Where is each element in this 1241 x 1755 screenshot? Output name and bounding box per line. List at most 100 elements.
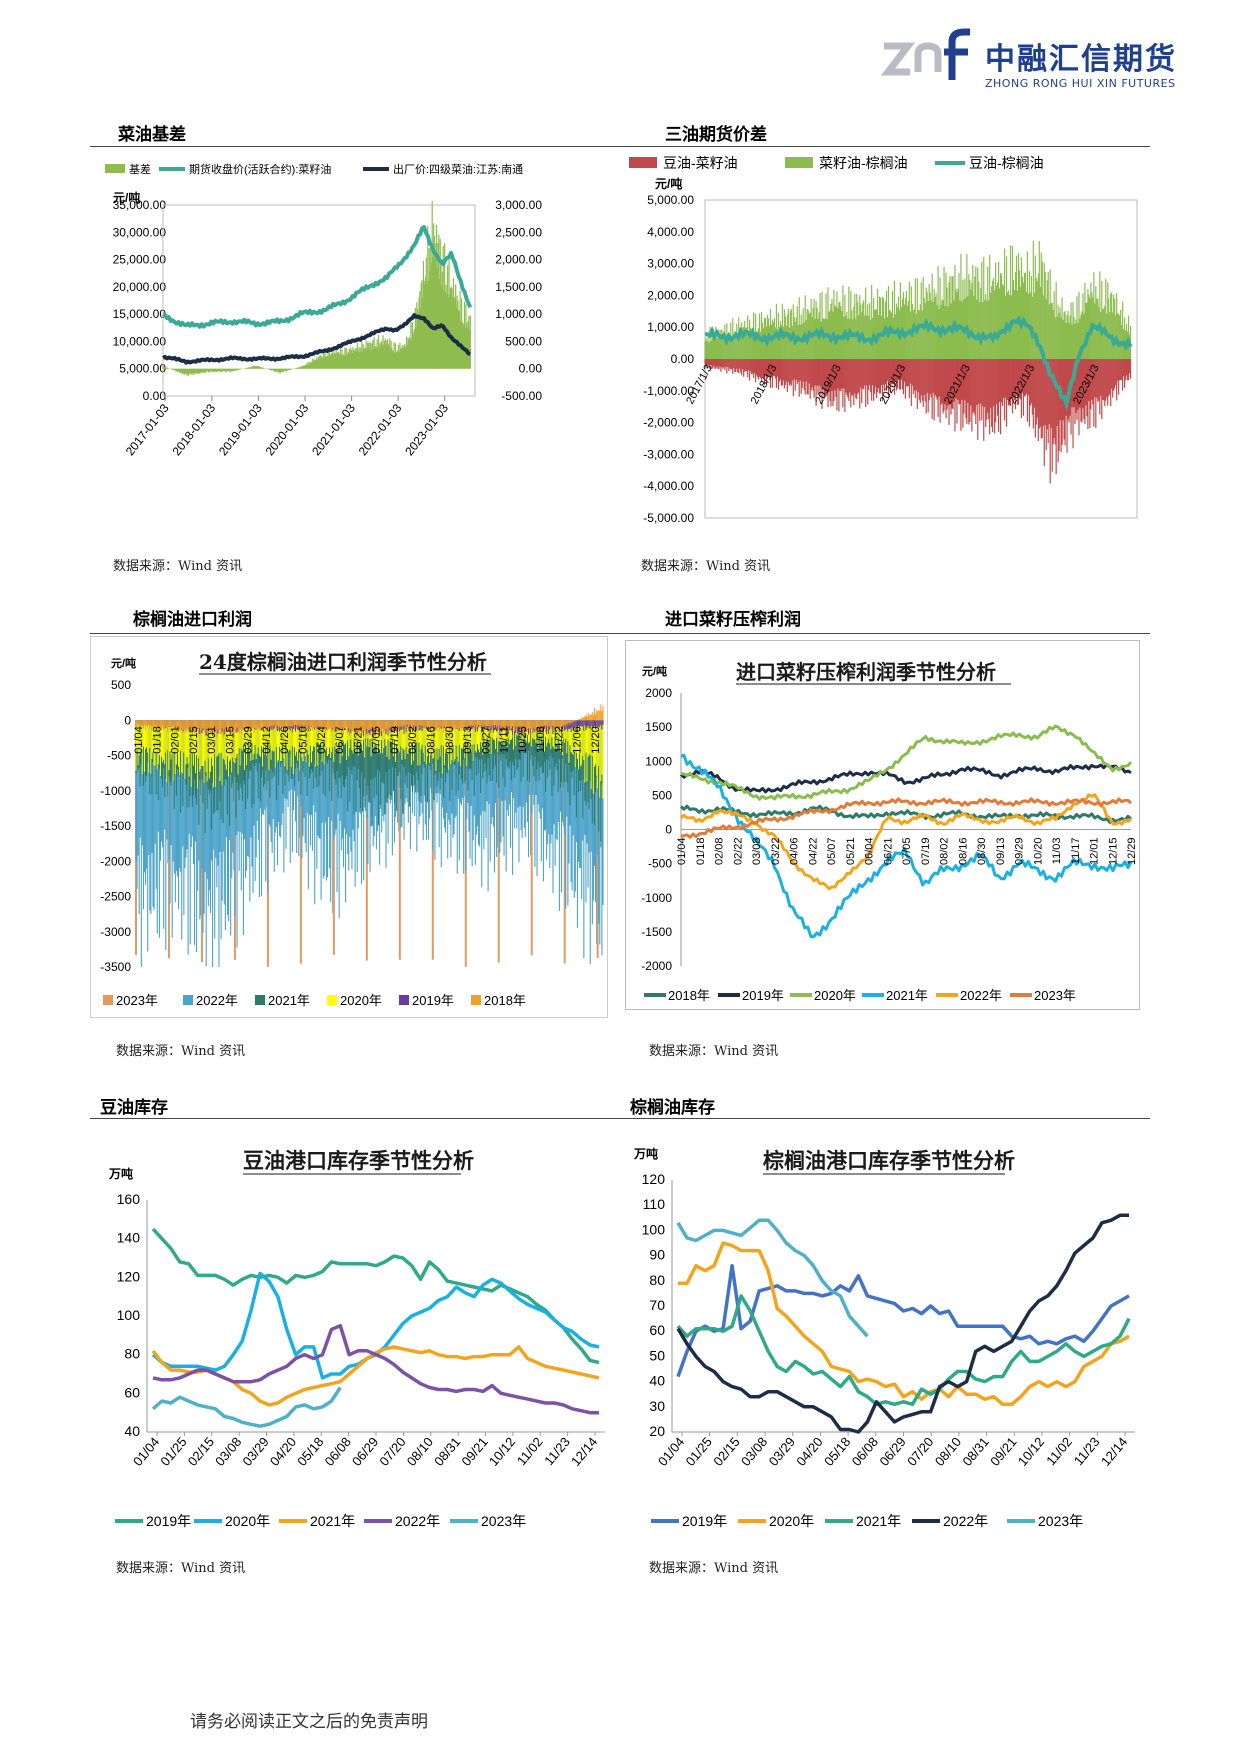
y-tick-label: 2000 (645, 686, 672, 700)
y-tick-label: 2,000.00 (647, 288, 694, 302)
data-source-note: 数据来源：Wind 资讯 (116, 1561, 246, 1576)
section-divider (90, 633, 620, 634)
y-axis-unit: 元/吨 (113, 190, 140, 205)
x-tick-label: 04/06 (789, 838, 801, 866)
legend-label: 2022年 (960, 988, 1002, 1003)
legend-label: 2020年 (340, 993, 382, 1008)
x-tick-label: 11/02 (1043, 1434, 1075, 1468)
x-tick-label: 08/30 (444, 726, 456, 754)
disclaimer-footer: 请务必阅读正文之后的免责声明 (190, 1712, 428, 1732)
y-tick-label: 35,000.00 (113, 198, 167, 212)
x-tick-label: 02/01 (170, 726, 182, 754)
series-line (679, 762, 1132, 794)
y-tick-label: -500.00 (501, 389, 542, 403)
series-line (152, 1323, 599, 1415)
y-tick-label: 4,000.00 (647, 225, 694, 239)
y-axis-unit: 元/吨 (655, 176, 682, 191)
y-tick-label: 500.00 (505, 334, 542, 348)
legend-label: 2020年 (814, 988, 856, 1003)
section-title-palm-import-profit: 棕榈油进口利润 (133, 610, 252, 630)
x-tick-label: 04/22 (807, 838, 819, 866)
x-tick-label: 09/13 (462, 726, 474, 754)
x-tick-label: 02/22 (732, 838, 744, 866)
y-tick-label: 0.00 (143, 389, 167, 403)
x-tick-label: 01/04 (676, 838, 688, 866)
x-tick-label: 04/26 (279, 726, 291, 754)
series-line (676, 1213, 1129, 1434)
legend-label: 2020年 (769, 1513, 814, 1529)
x-tick-label: 2023-01-03 (402, 401, 451, 458)
y-tick-label: 60 (124, 1384, 140, 1400)
legend-label: 2021年 (856, 1513, 901, 1529)
legend-label: 2019年 (412, 993, 454, 1008)
x-tick-label: 07/19 (920, 838, 932, 866)
legend-label: 2019年 (146, 1513, 191, 1529)
x-tick-label: 03/29 (239, 1434, 271, 1469)
x-tick-label: 01/04 (133, 726, 145, 754)
y-tick-label: 30 (649, 1398, 665, 1414)
x-tick-label: 11/02 (514, 1434, 546, 1468)
legend-label: 菜籽油-棕榈油 (819, 155, 908, 171)
y-tick-label: 1,500.00 (495, 280, 542, 294)
y-tick-label: 100 (117, 1307, 141, 1323)
x-tick-label: 02/15 (710, 1434, 742, 1469)
y-tick-label: 80 (649, 1272, 665, 1288)
x-tick-label: 08/10 (932, 1434, 964, 1469)
y-tick-label: 2,500.00 (495, 225, 542, 239)
chart-title: 进口菜籽压榨利润季节性分析 (736, 660, 996, 684)
section-title-three-oil-spread: 三油期货价差 (665, 125, 767, 145)
y-tick-label: 120 (117, 1268, 141, 1284)
y-axis-unit: 万吨 (108, 1166, 133, 1181)
x-tick-label: 07/19 (389, 726, 401, 754)
legend-swatch (183, 995, 193, 1005)
y-tick-label: 40 (649, 1373, 665, 1389)
legend-label: 豆油-棕榈油 (969, 155, 1044, 171)
legend-swatch (399, 995, 409, 1005)
x-tick-label: 11/23 (541, 1434, 573, 1468)
x-tick-label: 2019-01-03 (216, 401, 265, 458)
legend-label: 2019年 (682, 1513, 727, 1529)
x-tick-label: 03/29 (766, 1434, 798, 1469)
x-tick-label: 03/08 (751, 838, 763, 866)
y-tick-label: 100 (642, 1221, 666, 1237)
y-tick-label: -5,000.00 (643, 511, 694, 525)
x-tick-label: 07/05 (371, 726, 383, 754)
x-tick-label: 2021-01-03 (309, 401, 358, 458)
y-axis-unit: 元/吨 (111, 656, 136, 670)
chart-rapeseed-crush-profit: 进口菜籽压榨利润季节性分析 元/吨 2000 1500 1000 500 0 -500 -100… (626, 641, 1139, 1009)
y-tick-label: 2,000.00 (495, 253, 542, 267)
y-tick-label: -2000 (641, 959, 672, 973)
y-axis-unit: 元/吨 (642, 664, 667, 678)
x-tick-label: 01/04 (655, 1434, 687, 1469)
y-tick-label: -2,000.00 (643, 416, 694, 430)
x-tick-label: 2020-01-03 (263, 401, 312, 458)
x-tick-label: 04/20 (793, 1434, 825, 1469)
x-tick-label: 01/25 (157, 1434, 189, 1469)
x-tick-label: 01/18 (151, 726, 163, 754)
data-source-note: 数据来源：Wind 资讯 (649, 1561, 779, 1576)
y-tick-label: 0.00 (519, 362, 543, 376)
legend-label: 期货收盘价(活跃合约):菜籽油 (189, 162, 331, 176)
x-tick-label: 03/15 (224, 726, 236, 754)
x-tick-label: 06/29 (876, 1434, 908, 1469)
chart-frame (90, 636, 608, 1018)
chart-soyoil-port-stock: 豆油港口库存季节性分析 万吨 160 140 120 100 80 60 40 01/04 01/2… (95, 1130, 615, 1540)
legend-label: 基差 (129, 162, 151, 176)
y-tick-label: 30,000.00 (113, 225, 167, 239)
series-line (151, 1227, 600, 1365)
x-tick-label: 08/02 (939, 838, 951, 866)
legend-label: 2020年 (225, 1513, 270, 1529)
y-tick-label: 20,000.00 (113, 280, 167, 294)
legend-label: 2023年 (1034, 988, 1076, 1003)
x-tick-label: 05/18 (821, 1434, 853, 1469)
chart-frame (625, 640, 1140, 1010)
section-title-rapeseed-crush-profit: 进口菜籽压榨利润 (665, 610, 801, 630)
x-tick-label: 06/29 (349, 1434, 381, 1469)
section-divider (90, 1118, 620, 1119)
y-tick-label: -1500 (100, 819, 131, 833)
company-name-cn: 中融汇信期货 (985, 42, 1177, 77)
series-line (151, 1386, 342, 1428)
x-tick-label: 08/16 (425, 726, 437, 754)
y-tick-label: 10,000.00 (113, 334, 167, 348)
series-line (676, 1218, 869, 1338)
